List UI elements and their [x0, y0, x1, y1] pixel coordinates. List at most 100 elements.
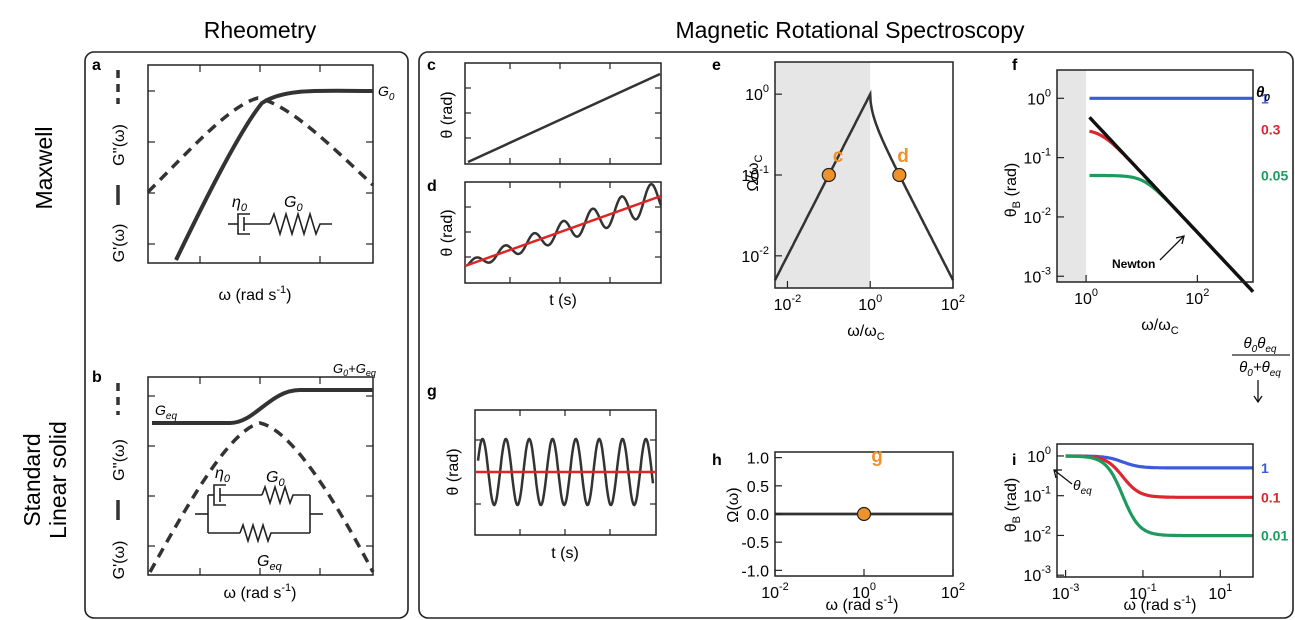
panel-f-ytick-label-1: 10-2 — [1023, 206, 1051, 227]
panel-i-xtick-label-1: 10-1 — [1129, 582, 1157, 603]
panel-f-legend-1: 0.3 — [1261, 121, 1281, 137]
panel-d-ylabel: θ (rad) — [439, 209, 456, 256]
panel-e-point-d-label: d — [897, 146, 909, 167]
panel-i-plot: 1 0.1 0.01 10-3 10-1 101 10-3 10-2 10-1 100 — [1023, 443, 1288, 603]
panel-i-legend-2: 0.01 — [1261, 528, 1288, 544]
panel-b-ylabel-storage: G'(ω) — [111, 541, 128, 580]
panel-e-ytick-label-1: 10-1 — [741, 164, 769, 185]
panel-a-ylabel-storage: G'(ω) — [111, 224, 128, 263]
panel-i-xtick-label-2: 101 — [1208, 582, 1232, 603]
panel-h-point-g-label: g — [871, 446, 883, 467]
panel-f-shaded-region — [1057, 70, 1087, 282]
panel-i-ytick-label-1: 10-2 — [1023, 524, 1051, 545]
panel-i-ytick-label-3: 100 — [1027, 445, 1051, 466]
panel-b-ticks — [148, 377, 373, 575]
panel-e-curve — [773, 89, 955, 281]
panel-b-xlabel: ω (rad s-1) — [224, 582, 297, 602]
panel-g-oscillation — [476, 437, 655, 507]
row-label-maxwell: Maxwell — [31, 126, 57, 209]
panel-f-newton-label: Newton — [1112, 257, 1155, 271]
panel-i-ytick-label-0: 10-3 — [1023, 564, 1051, 585]
panel-i-xlabel: ω (rad s-1) — [1124, 594, 1197, 614]
panel-f-ytick-label-0: 10-3 — [1023, 265, 1051, 286]
panel-d-letter: d — [427, 178, 437, 195]
panel-h-xtick-label-2: 102 — [941, 581, 965, 602]
panel-i-series-2 — [1065, 454, 1253, 538]
panel-h-plot: 10-2 100 102 -1.0 -0.5 0.0 0.5 1.0 — [741, 451, 965, 602]
row-label-sls-2: Linear solid — [45, 421, 71, 539]
panel-f-ytick-label-3: 100 — [1027, 87, 1051, 108]
panel-e-xtick-label-1: 100 — [858, 293, 882, 314]
rheometry-frame — [84, 51, 409, 619]
panel-a-g0-label: G0 — [378, 83, 395, 103]
panel-h-ytick-label-0: -1.0 — [741, 563, 769, 580]
panel-f-xlabel: ω/ωC — [1141, 317, 1178, 337]
panel-c-ticks — [465, 63, 661, 164]
panel-f-xtick-label-0: 100 — [1074, 287, 1098, 308]
panel-h-point-g — [856, 506, 872, 522]
panel-i-axes — [1056, 443, 1254, 578]
panel-d-ticks — [465, 182, 661, 283]
panel-a-loss-curve — [146, 96, 375, 194]
panel-f: f 1 0.3 0.05 100 102 10-3 10-2 10-1 100 θB (rad)… — [1003, 57, 1288, 337]
panel-h-ytick-label-3: 0.5 — [747, 479, 769, 496]
panel-i-ytick-label-2: 10-1 — [1023, 485, 1051, 506]
panel-a-ticks — [148, 65, 373, 263]
panel-i-fraction-numerator: θ0θeq — [1244, 335, 1277, 355]
panel-b-ylabel-loss: G''(ω) — [111, 439, 128, 481]
mrs-title: Magnetic Rotational Spectroscopy — [675, 17, 1025, 43]
panel-i-fraction-denominator: θ0+θeq — [1239, 359, 1281, 379]
panel-e-xlabel: ω/ωC — [847, 323, 884, 343]
panel-f-letter: f — [1012, 57, 1018, 74]
panel-b-eta0-label: η0 — [215, 465, 231, 485]
panel-i-theta-eq-arrow — [1053, 469, 1073, 485]
panel-a-ylabel-loss: G''(ω) — [111, 124, 128, 166]
panel-d: d θ (rad) t (s) — [427, 178, 663, 309]
panel-e-letter: e — [712, 57, 721, 74]
panel-e-point-c-label: c — [833, 146, 844, 167]
panel-a-spring-label: G0 — [284, 194, 303, 214]
panel-i-theta-eq-label: θeq — [1073, 477, 1092, 497]
panel-f-plot: 1 0.3 0.05 100 102 10-3 10-2 10-1 100 — [1023, 69, 1288, 308]
panel-f-legend-0: 1 — [1261, 90, 1269, 106]
panel-i-letter: i — [1012, 452, 1016, 469]
panel-e-ytick-label-0: 10-2 — [741, 245, 769, 266]
panel-f-axes — [1056, 69, 1254, 283]
panel-i-series-1 — [1065, 454, 1253, 499]
panel-h-ytick-label-1: -0.5 — [741, 535, 769, 552]
panel-i-legend-1: 0.1 — [1261, 489, 1281, 505]
panel-g: g θ (rad) t (s) — [427, 383, 657, 562]
panel-c-ylabel: θ (rad) — [439, 91, 456, 138]
panel-a-letter: a — [92, 57, 101, 74]
mrs-frame — [418, 51, 1294, 619]
panel-i: i 1 0.1 0.01 10-3 10-1 101 10-3 10-2 10-1 100 θB … — [1003, 335, 1290, 614]
panel-f-legend-2: 0.05 — [1261, 167, 1288, 183]
panel-a: a G0 η0 G0 G''(ω) G' — [92, 57, 395, 304]
rheometry-title: Rheometry — [204, 17, 317, 43]
panel-f-newton-arrow — [1159, 235, 1185, 261]
panel-c-theta-line — [467, 72, 661, 164]
panel-b-storage-curve — [152, 388, 373, 425]
panel-g-ylabel: θ (rad) — [445, 448, 462, 495]
panel-h-ytick-label-2: 0.0 — [747, 507, 769, 524]
row-label-sls-1: Standard — [19, 433, 45, 526]
panel-d-axes — [464, 181, 662, 284]
panel-a-maxwell-circuit — [228, 211, 332, 237]
panel-g-letter: g — [427, 383, 437, 400]
panel-e-ylabel: Ω/ωC — [745, 155, 765, 192]
panel-i-ylabel: θB (rad) — [1003, 478, 1023, 532]
panel-h-xtick-label-1: 100 — [852, 581, 876, 602]
panel-e-point-d — [892, 167, 907, 183]
panel-h-xtick-label-0: 10-2 — [761, 581, 789, 602]
panel-f-ytick-label-2: 10-1 — [1023, 147, 1051, 168]
panel-b-letter: b — [92, 369, 102, 386]
panel-b-sls-circuit — [195, 484, 323, 544]
panel-f-series-2 — [1089, 173, 1255, 293]
panel-h-ylabel: Ω(ω) — [725, 487, 742, 522]
panel-b-geq-spring-label: Geq — [257, 553, 283, 573]
panel-h-letter: h — [712, 452, 722, 469]
panel-b: b Geq G0+Geq η0 — [92, 361, 376, 602]
panel-f-xtick-label-1: 102 — [1185, 287, 1209, 308]
panel-c-letter: c — [427, 57, 436, 74]
